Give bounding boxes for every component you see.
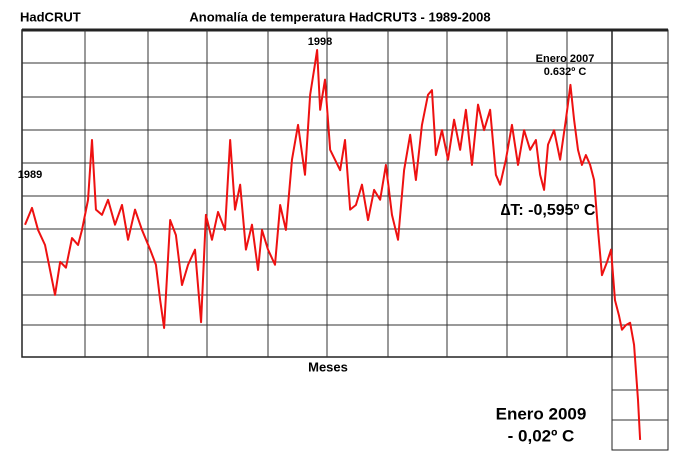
- data-line: [24, 49, 642, 441]
- source-label: HadCRUT: [20, 9, 81, 24]
- x-axis-label: Meses: [308, 359, 348, 374]
- grid: [22, 30, 668, 421]
- annotation: ∆T: -0,595º C: [501, 202, 596, 219]
- annotation: - 0,02º C: [508, 426, 575, 445]
- plot-frame: [21, 29, 613, 358]
- annotation: 0.632º C: [544, 66, 587, 78]
- annotation: 1998: [308, 36, 332, 48]
- extension-frame: [611, 29, 669, 451]
- chart-title: Anomalía de temperatura HadCRUT3 - 1989-…: [189, 9, 490, 24]
- annotation: Enero 2007: [536, 53, 595, 65]
- annotation: Enero 2009: [496, 404, 587, 423]
- frame: [21, 28, 669, 451]
- annotation: 1989: [18, 169, 42, 181]
